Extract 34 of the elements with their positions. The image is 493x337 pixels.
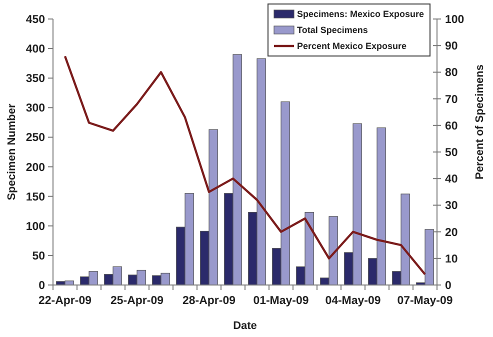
y-tick-label: 50 bbox=[32, 250, 45, 262]
y2-axis-title: Percent of Specimens bbox=[474, 64, 486, 180]
y-tick-label: 0 bbox=[38, 280, 45, 292]
y-axis-title: Specimen Number bbox=[6, 102, 18, 200]
y-tick-label: 450 bbox=[26, 14, 45, 26]
x-tick-label: 04-May-09 bbox=[325, 295, 381, 307]
y-tick-label: 300 bbox=[26, 102, 45, 115]
legend-label: Specimens: Mexico Exposure bbox=[297, 9, 424, 20]
y2-tick-label: 20 bbox=[445, 226, 458, 239]
y2-tick-label: 0 bbox=[445, 280, 452, 292]
y-tick-label: 400 bbox=[26, 44, 45, 56]
y2-tick-label: 100 bbox=[445, 14, 464, 26]
y-tick-label: 250 bbox=[26, 132, 45, 144]
x-tick-label: 28-Apr-09 bbox=[182, 295, 236, 307]
y2-tick-label: 90 bbox=[445, 40, 458, 53]
y2-tick-label: 70 bbox=[445, 94, 458, 106]
y2-tick-label: 50 bbox=[445, 147, 458, 160]
y-tick-label: 150 bbox=[26, 191, 45, 204]
y2-tick-label: 10 bbox=[445, 253, 458, 266]
y-tick-label: 200 bbox=[26, 162, 45, 174]
y2-tick-label: 40 bbox=[445, 174, 458, 186]
y2-tick-label: 60 bbox=[445, 120, 458, 132]
line-series bbox=[64, 55, 426, 276]
y-tick-label: 350 bbox=[26, 73, 45, 86]
x-tick-label: 07-May-09 bbox=[397, 295, 453, 307]
y2-tick-label: 30 bbox=[445, 200, 458, 212]
legend-label: Percent Mexico Exposure bbox=[297, 41, 407, 52]
x-axis-title: Date bbox=[233, 320, 257, 332]
x-tick-label: 25-Apr-09 bbox=[110, 295, 164, 307]
legend-label: Total Specimens bbox=[297, 25, 368, 36]
x-tick-label: 01-May-09 bbox=[253, 295, 309, 307]
y2-tick-label: 80 bbox=[445, 67, 458, 80]
y-tick-label: 100 bbox=[26, 220, 45, 233]
x-tick-label: 22-Apr-09 bbox=[38, 295, 92, 307]
